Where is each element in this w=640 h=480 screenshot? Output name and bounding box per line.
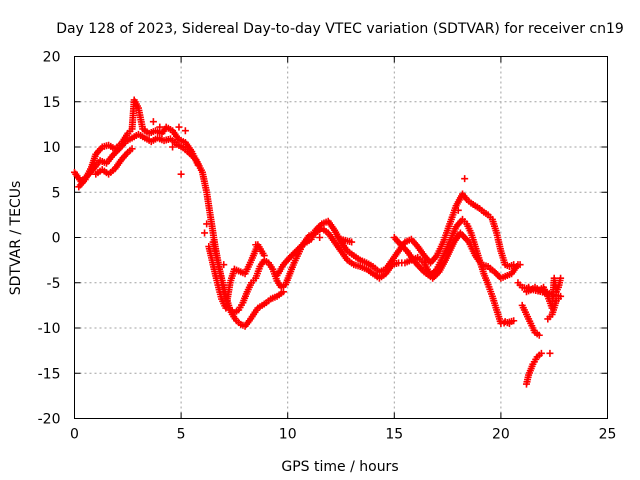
data-point [535,331,543,339]
data-point [149,118,157,126]
x-tick-label: 5 [177,427,186,443]
data-point [514,279,522,287]
data-point [156,123,164,131]
y-tick-label: -10 [38,321,61,337]
y-tick-label: -20 [38,412,61,428]
data-point [194,161,202,169]
data-point [501,318,509,326]
data-point [175,123,183,131]
y-tick-label: 0 [52,231,61,247]
data-point [260,252,268,260]
data-point [203,220,211,228]
data-point [348,238,356,246]
data-point [220,261,228,269]
data-point [516,261,524,269]
x-tick-label: 0 [70,427,79,443]
data-point [169,143,177,151]
x-tick-label: 10 [279,427,297,443]
x-tick-label: 20 [492,427,510,443]
y-tick-label: 20 [43,50,61,66]
data-point [279,288,287,296]
data-point [461,175,469,183]
data-point [486,265,494,273]
axis-ticks: 0 5 10 15 20 25 -20 -15 -10 -5 0 5 10 15 20 [38,50,617,443]
data-point [510,317,518,325]
data-point [557,274,565,282]
y-tick-label: 15 [43,95,61,111]
y-axis-label: SDTVAR / TECUs [8,181,24,296]
data-point [252,241,260,249]
y-tick-label: 10 [43,140,61,156]
y-tick-label: -5 [47,276,61,292]
x-tick-label: 15 [385,427,403,443]
data-point [525,283,533,291]
data-point [316,234,324,241]
data-point [540,288,548,296]
y-tick-label: 5 [52,185,61,201]
data-points [71,96,565,388]
data-point [201,229,209,237]
x-axis-label: GPS time / hours [281,459,398,475]
data-point [546,349,554,357]
data-point [128,145,136,153]
chart-title: Day 128 of 2023, Sidereal Day-to-day VTE… [56,21,624,37]
data-point [181,127,189,135]
data-point [454,206,462,214]
x-tick-label: 25 [599,427,617,443]
data-point [537,349,545,357]
data-point [177,170,185,178]
y-tick-label: -15 [38,366,61,382]
